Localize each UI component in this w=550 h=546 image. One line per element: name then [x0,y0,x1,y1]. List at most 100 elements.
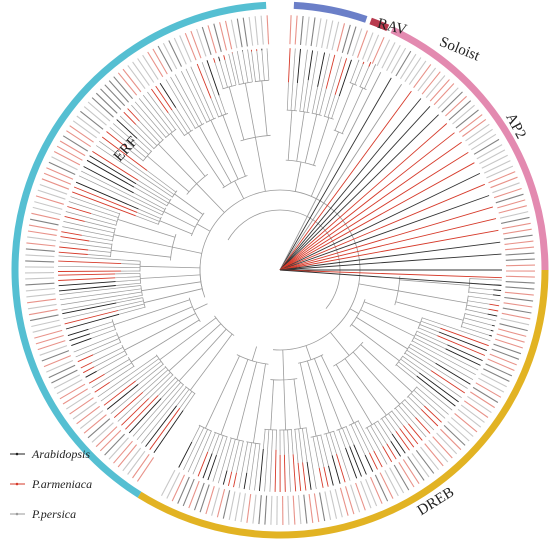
tree-branch [418,372,459,403]
tree-branch [121,259,141,262]
tree-branch [490,329,494,332]
leaf-label-mark [83,106,107,126]
leaf-label-mark [37,189,66,200]
tree-branch [73,186,138,213]
tree-branch [211,433,220,454]
tree-branch [391,410,404,426]
tree-branch [493,319,497,322]
tree-branch [113,391,144,419]
tree-branch [85,370,97,378]
tree-branch [201,61,216,97]
tree-branch [381,418,393,435]
tree-branch [279,105,431,271]
tree-branch [236,441,244,473]
leaf-label-mark [46,167,74,180]
tree-branch [349,446,362,477]
tree-branch [137,180,171,201]
tree-branch [415,334,446,350]
tree-branch [373,423,388,445]
tree-branch [103,380,136,406]
tree-branch [330,56,342,94]
tree-branch [271,429,274,450]
tree-branch [302,428,308,462]
tree-branch [238,81,253,85]
leaf-label-mark [29,314,59,322]
leaf-label-mark [35,334,64,345]
leaf-label-mark [190,30,202,59]
tree-branch [420,408,439,427]
tree-branch [261,50,265,81]
leaf-label-mark [230,19,238,49]
leaf-label-mark [39,183,68,195]
tree-branch [430,398,449,415]
clade-ring [11,1,549,539]
tree-branch [404,399,420,415]
tree-branch [241,441,249,472]
leaf-label-mark [398,462,415,488]
tree-branch [142,94,159,115]
leaf-label-mark [452,104,475,125]
tree-branch [166,198,172,207]
tree-branch [58,273,116,276]
tree-branch [123,111,137,125]
leaf-label-mark [361,32,374,60]
tree-branch [288,454,291,492]
tree-branch [166,384,184,405]
tree-branch [71,337,92,347]
tree-branches [57,48,502,492]
tree-branch [117,294,143,301]
tree-branch [224,59,233,87]
tree-branch [419,324,440,333]
leaf-label-mark [37,340,66,351]
leaf-label-mark [408,60,427,85]
tree-branch [350,424,366,456]
tree-branch [489,303,500,307]
tree-branch [406,386,418,398]
tree-branch [352,351,401,405]
tree-branch [349,308,359,314]
tree-branch [65,313,120,330]
tree-branch [136,403,168,441]
tree-branch [214,315,235,336]
tree-branch [132,127,155,149]
tree-branch [349,299,366,327]
tree-branch [467,300,490,305]
tree-branch [178,328,227,382]
tree-branch [121,344,128,356]
tree-branch [113,234,173,248]
tree-branch [312,51,319,81]
tree-branch [365,420,379,429]
leaf-label-mark [25,277,55,280]
leaf-label-mark [157,45,173,72]
tree-branch [113,299,190,326]
tree-branch [142,117,164,141]
tree-branch [139,120,161,144]
leaf-label-mark [35,195,64,205]
tree-branch [184,111,196,129]
tree-branch [270,379,274,430]
tree-branch [357,59,360,63]
tree-branch [334,83,354,131]
tree-branch [158,143,197,184]
tree-branch [121,263,141,265]
leaf-label-mark [240,493,246,523]
leaf-label-mark [498,328,527,337]
leaf-label-mark [72,401,97,420]
leaf-label-mark [62,388,88,405]
tree-branch [73,345,90,353]
tree-branch [279,195,490,271]
tree-branch [206,60,220,96]
tree-branch [296,48,301,83]
tree-branch [279,241,501,271]
leaf-label-mark [213,23,222,52]
tree-branch [462,321,491,331]
tree-branch [88,373,105,384]
leaf-label-mark [351,28,363,57]
tree-branch [418,327,438,337]
leaf-label-mark [502,307,532,314]
tree-branch [279,172,481,271]
tree-branch [132,358,160,378]
tree-branch [395,301,464,321]
tree-branch [413,378,453,411]
